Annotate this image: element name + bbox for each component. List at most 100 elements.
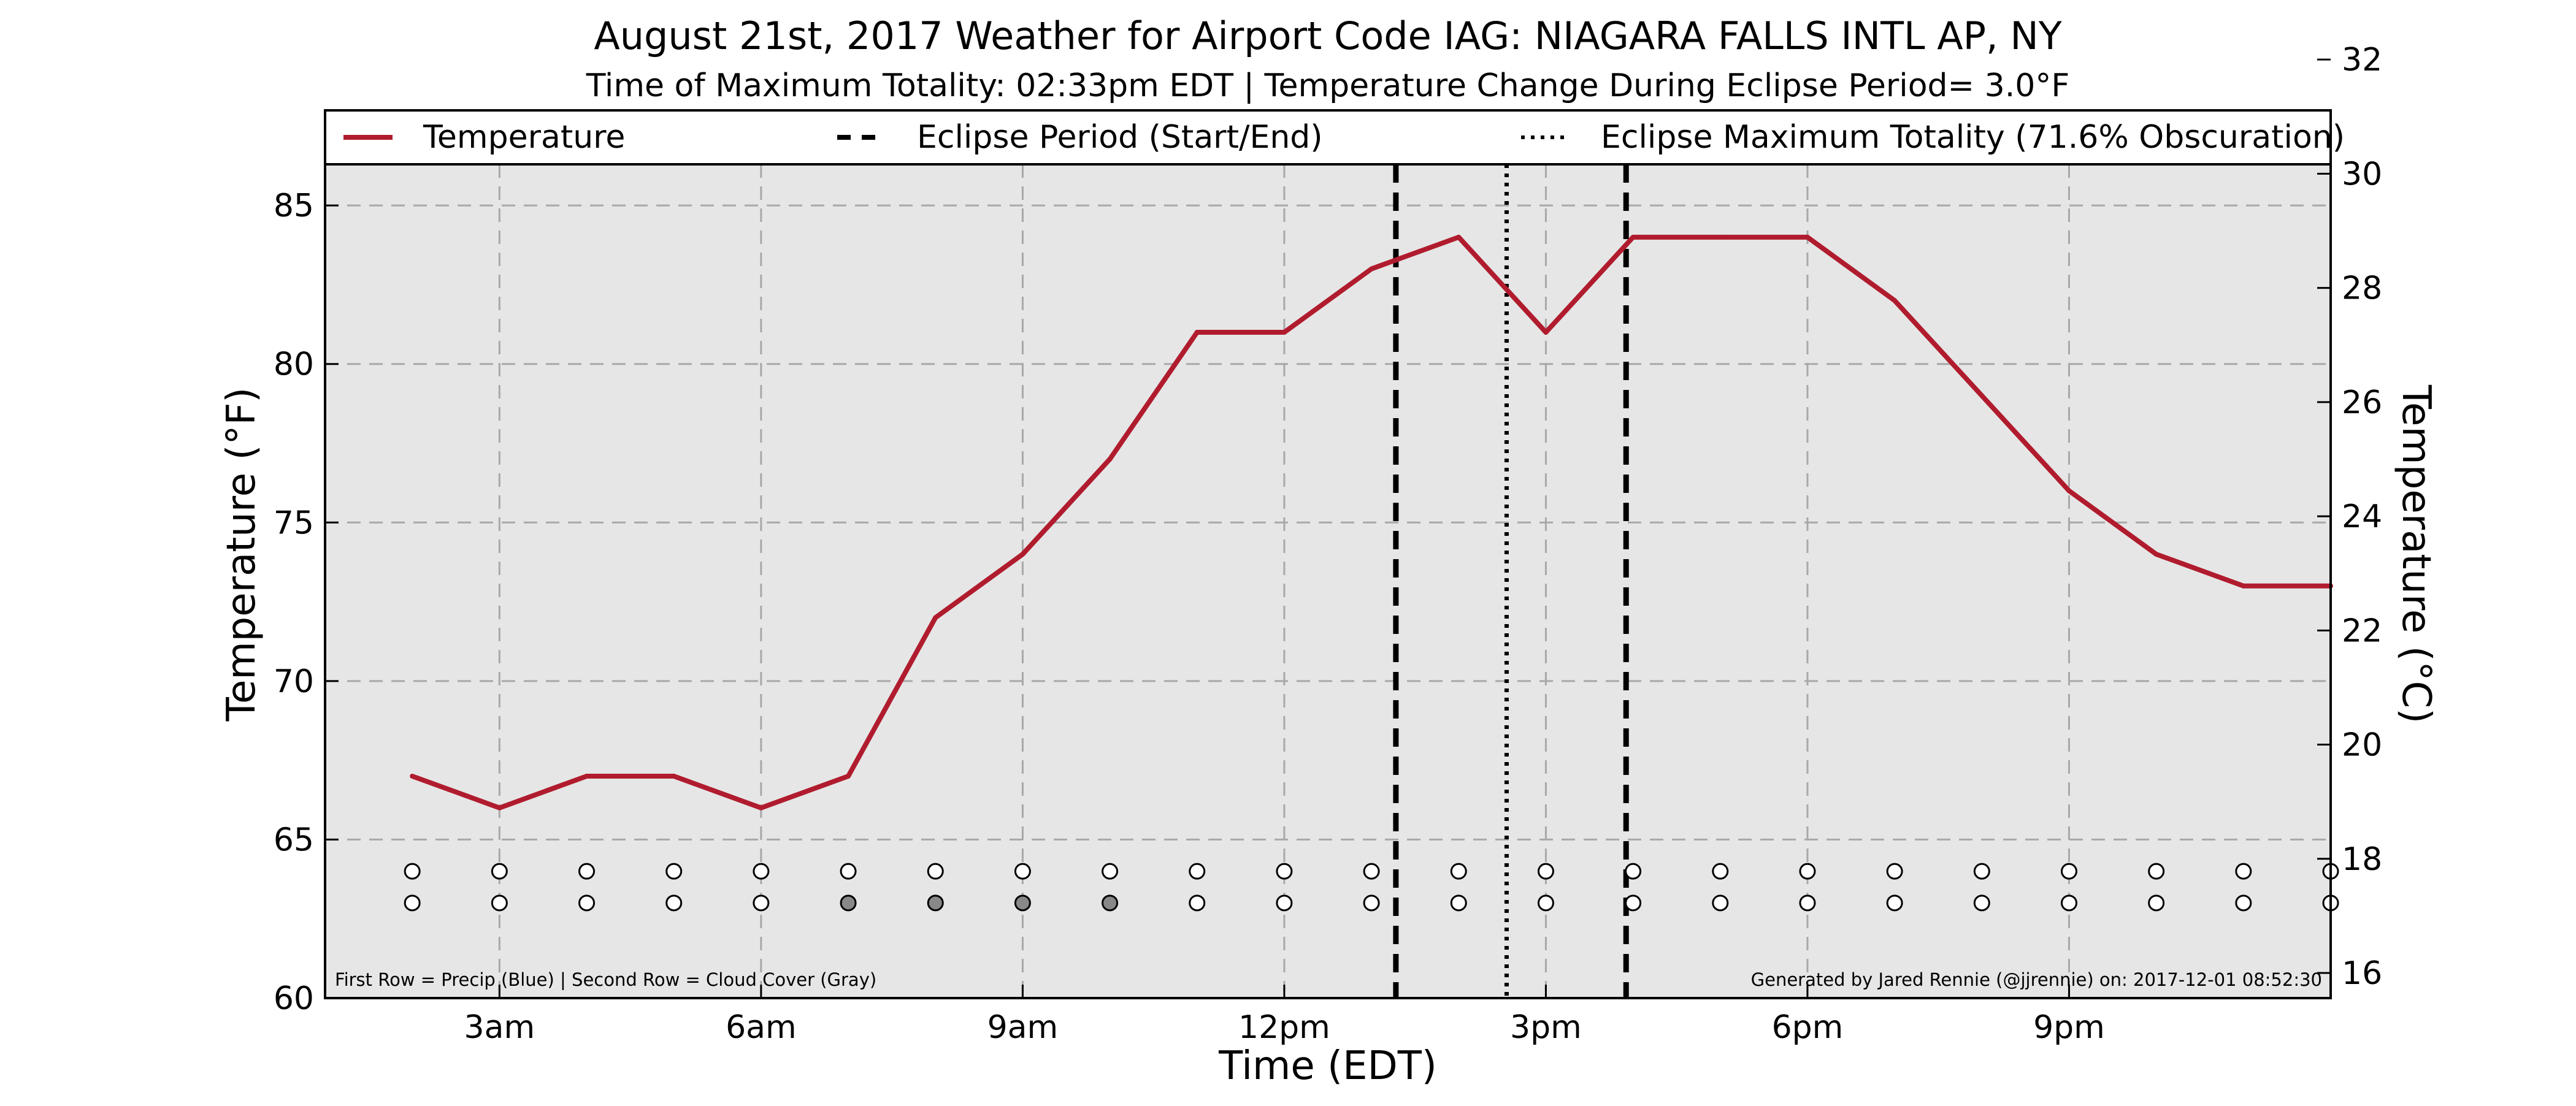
precip-marker: [1886, 863, 1903, 880]
temperature-point: [1804, 234, 1810, 240]
x-tick-label: 12pm: [1238, 1009, 1330, 1046]
temperature-point: [1281, 330, 1287, 335]
cloud-cover-marker: [840, 894, 857, 912]
precip-marker: [1973, 863, 1990, 880]
precip-marker: [404, 863, 421, 880]
temperature-point: [584, 774, 589, 779]
temperature-point: [1630, 234, 1636, 240]
precip-marker: [1102, 863, 1119, 880]
cloud-cover-marker: [927, 894, 944, 912]
cloud-cover-marker: [753, 894, 770, 912]
precip-marker: [753, 863, 770, 880]
temperature-point: [2153, 552, 2159, 557]
x-axis-label: Time (EDT): [1218, 1043, 1437, 1089]
y-tick-label-right: 26: [2342, 384, 2382, 421]
cloud-cover-marker: [1189, 894, 1206, 912]
y-tick-label-left: 85: [274, 188, 314, 224]
precip-marker: [2148, 863, 2165, 880]
precip-marker: [1276, 863, 1293, 880]
temperature-point: [1979, 393, 1985, 399]
temperature-point: [1892, 298, 1898, 303]
precip-marker: [1014, 863, 1031, 880]
cloud-cover-marker: [1625, 894, 1642, 912]
temperature-point: [758, 805, 764, 810]
y-tick-label-right: 20: [2342, 727, 2382, 764]
precip-marker: [927, 863, 944, 880]
precip-marker: [1450, 863, 1467, 880]
plot-background: [325, 110, 2331, 998]
temperature-point: [410, 774, 415, 779]
y-tick-label-right: 18: [2342, 841, 2382, 878]
precip-marker: [1799, 863, 1816, 880]
y-tick-label-right: 24: [2342, 498, 2382, 535]
cloud-cover-marker: [1102, 894, 1119, 912]
y-tick-label-right: 22: [2342, 612, 2382, 649]
precip-marker: [1537, 863, 1554, 880]
precip-marker: [840, 863, 857, 880]
y-tick-label-left: 70: [274, 663, 314, 700]
temperature-point: [671, 774, 677, 779]
temperature-point: [1456, 234, 1462, 240]
x-tick-label: 3pm: [1510, 1009, 1582, 1046]
temperature-point: [1369, 266, 1374, 272]
x-tick-label: 9pm: [2033, 1009, 2105, 1046]
chart-title: August 21st, 2017 Weather for Airport Co…: [594, 13, 2061, 58]
legend-label-0: Temperature: [423, 119, 625, 156]
cloud-cover-marker: [578, 894, 596, 912]
y-tick-label-left: 65: [274, 822, 314, 858]
legend-label-2: Eclipse Maximum Totality (71.6% Obscurat…: [1601, 119, 2345, 156]
footnote-left: First Row = Precip (Blue) | Second Row =…: [335, 969, 876, 990]
temperature-point: [1107, 456, 1113, 462]
temperature-point: [1194, 330, 1200, 335]
y-tick-label-left: 75: [274, 505, 314, 541]
temperature-point: [1020, 552, 1025, 557]
temperature-point: [497, 805, 502, 810]
cloud-cover-marker: [665, 894, 683, 912]
y-tick-label-right: 28: [2342, 270, 2382, 307]
precip-marker: [1712, 863, 1729, 880]
cloud-cover-marker: [491, 894, 508, 912]
precip-marker: [2060, 863, 2077, 880]
cloud-cover-marker: [1014, 894, 1031, 912]
cloud-cover-marker: [1363, 894, 1380, 912]
precip-marker: [1189, 863, 1206, 880]
x-tick-label: 6pm: [1772, 1009, 1844, 1046]
temperature-point: [2066, 488, 2072, 494]
precip-marker: [1625, 863, 1642, 880]
cloud-cover-marker: [404, 894, 421, 912]
precip-marker: [578, 863, 596, 880]
plot-frame: [324, 109, 2332, 999]
y-tick-label-right: 16: [2342, 955, 2382, 992]
cloud-cover-marker: [1886, 894, 1903, 912]
chart-subtitle: Time of Maximum Totality: 02:33pm EDT | …: [586, 67, 2069, 104]
y-axis-label-left: Temperature (°F): [219, 387, 264, 722]
precip-marker: [1363, 863, 1380, 880]
temperature-point: [2241, 583, 2246, 589]
y-tick-label-left: 60: [274, 980, 314, 1017]
temperature-point: [933, 615, 938, 620]
cloud-cover-marker: [1712, 894, 1729, 912]
cloud-cover-marker: [2060, 894, 2077, 912]
cloud-cover-marker: [1276, 894, 1293, 912]
y-tick-label-right: 32: [2342, 42, 2382, 78]
x-tick-label: 6am: [726, 1009, 797, 1046]
y-tick-label-left: 80: [274, 346, 314, 383]
cloud-cover-marker: [1537, 894, 1554, 912]
temperature-point: [1543, 330, 1549, 335]
footnote-right: Generated by Jared Rennie (@jjrennie) on…: [1751, 969, 2322, 990]
temperature-point: [1717, 234, 1723, 240]
precip-marker: [491, 863, 508, 880]
cloud-cover-marker: [1450, 894, 1467, 912]
cloud-cover-marker: [2148, 894, 2165, 912]
cloud-cover-marker: [2235, 894, 2252, 912]
y-tick-label-right: 30: [2342, 156, 2382, 193]
precip-marker: [2235, 863, 2252, 880]
x-tick-label: 9am: [987, 1009, 1059, 1046]
cloud-cover-marker: [1799, 894, 1816, 912]
y-axis-label-right: Temperature (°C): [2393, 384, 2439, 723]
temperature-point: [846, 774, 851, 779]
legend-label-1: Eclipse Period (Start/End): [917, 119, 1323, 156]
precip-marker: [665, 863, 683, 880]
